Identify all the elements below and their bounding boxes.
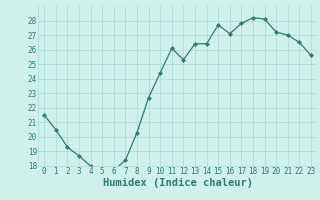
X-axis label: Humidex (Indice chaleur): Humidex (Indice chaleur) (103, 178, 252, 188)
